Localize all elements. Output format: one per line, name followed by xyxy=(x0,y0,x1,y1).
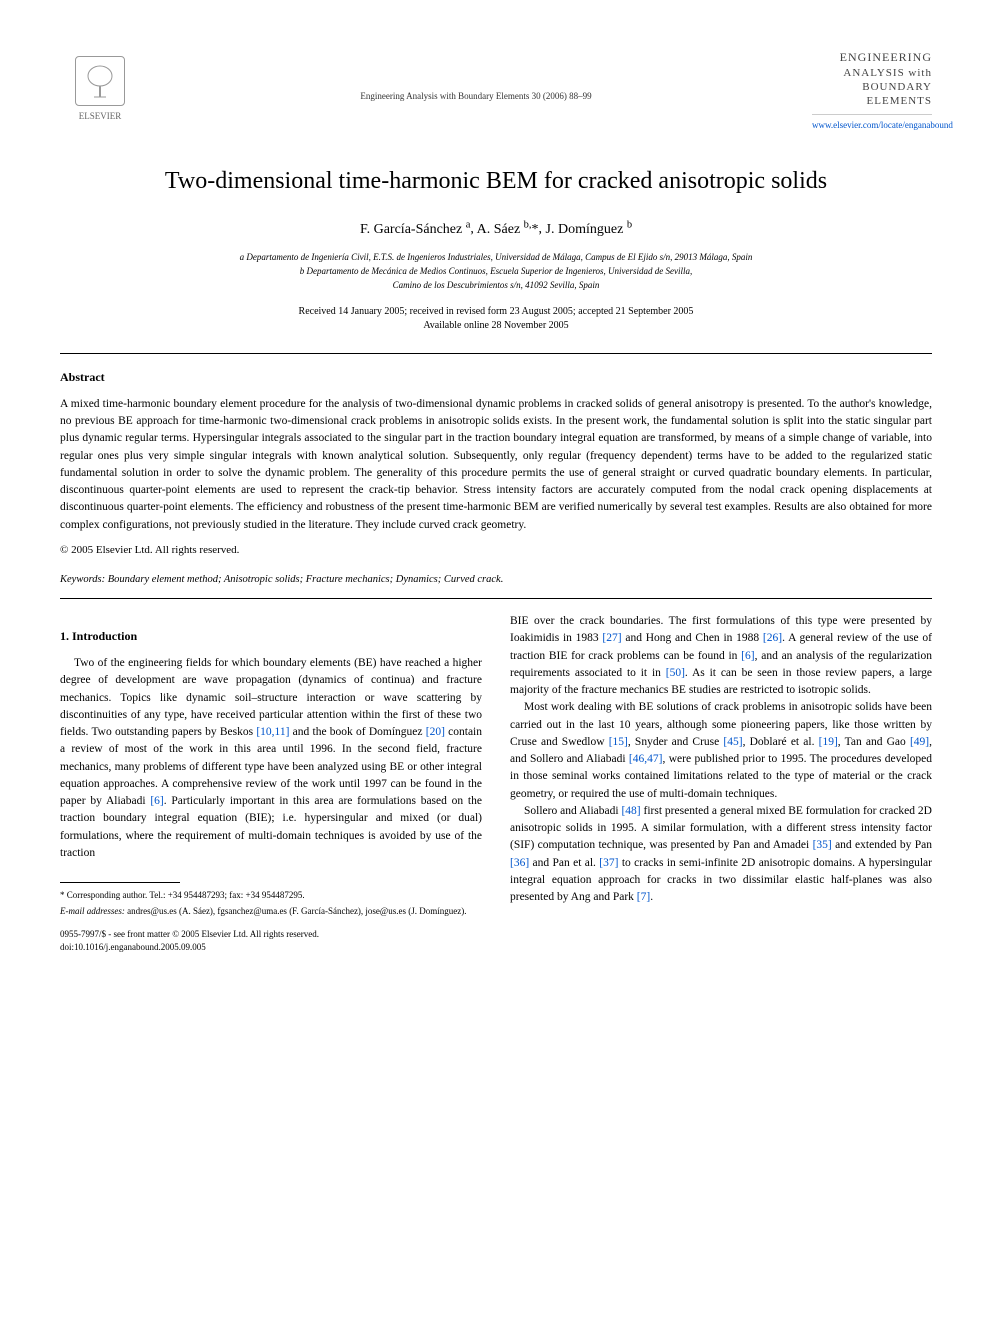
intro-para-2: Most work dealing with BE solutions of c… xyxy=(510,699,932,803)
ref-link-45[interactable]: [45] xyxy=(723,736,742,748)
intro-para-1: Two of the engineering fields for which … xyxy=(60,655,482,862)
affiliation-b-2: Camino de los Descubrimientos s/n, 41092… xyxy=(60,278,932,292)
authors-line: F. García-Sánchez a, A. Sáez b,*, J. Dom… xyxy=(60,217,932,240)
issn-copyright-line: 0955-7997/$ - see front matter © 2005 El… xyxy=(60,928,482,941)
article-dates: Received 14 January 2005; received in re… xyxy=(60,305,932,333)
intro-heading: 1. Introduction xyxy=(60,627,482,645)
elsevier-tree-icon xyxy=(75,56,125,106)
journal-url-link[interactable]: www.elsevier.com/locate/enganabound xyxy=(812,119,932,133)
ref-link-20[interactable]: [20] xyxy=(426,726,445,738)
author-2: A. Sáez b,* xyxy=(477,222,539,237)
intro-para-1-cont: BIE over the crack boundaries. The first… xyxy=(510,613,932,699)
ref-link-36[interactable]: [36] xyxy=(510,857,529,869)
author-1: F. García-Sánchez a xyxy=(360,222,470,237)
body-columns: 1. Introduction Two of the engineering f… xyxy=(60,613,932,953)
affiliations: a Departamento de Ingeniería Civil, E.T.… xyxy=(60,250,932,293)
ref-link-19[interactable]: [19] xyxy=(819,736,838,748)
abstract-text: A mixed time-harmonic boundary element p… xyxy=(60,396,932,534)
corresponding-author-note: * Corresponding author. Tel.: +34 954487… xyxy=(60,889,482,903)
ref-link-27[interactable]: [27] xyxy=(602,632,621,644)
emails-label: E-mail addresses: xyxy=(60,906,125,916)
author-3: J. Domínguez b xyxy=(546,222,633,237)
affiliation-b-1: b Departamento de Mecánica de Medios Con… xyxy=(60,264,932,278)
footer-meta: 0955-7997/$ - see front matter © 2005 El… xyxy=(60,928,482,953)
footnote-separator xyxy=(60,882,180,883)
affiliation-a: a Departamento de Ingeniería Civil, E.T.… xyxy=(60,250,932,264)
ref-link-26[interactable]: [26] xyxy=(763,632,782,644)
ref-link-37[interactable]: [37] xyxy=(599,857,618,869)
ref-link-7[interactable]: [7] xyxy=(637,891,650,903)
divider-top xyxy=(60,353,932,354)
journal-reference: Engineering Analysis with Boundary Eleme… xyxy=(140,50,812,104)
journal-cover-block: ENGINEERING ANALYSIS with BOUNDARY ELEME… xyxy=(812,50,932,133)
column-left: 1. Introduction Two of the engineering f… xyxy=(60,613,482,953)
keywords-label: Keywords: xyxy=(60,574,105,585)
ref-link-15[interactable]: [15] xyxy=(609,736,628,748)
header-row: ELSEVIER Engineering Analysis with Bound… xyxy=(60,50,932,133)
keywords-text: Boundary element method; Anisotropic sol… xyxy=(108,574,504,585)
article-title: Two-dimensional time-harmonic BEM for cr… xyxy=(60,163,932,199)
ref-link-6b[interactable]: [6] xyxy=(741,650,754,662)
online-date: Available online 28 November 2005 xyxy=(60,319,932,333)
doi-line: doi:10.1016/j.enganabound.2005.09.005 xyxy=(60,941,482,954)
abstract-heading: Abstract xyxy=(60,368,932,386)
keywords-line: Keywords: Boundary element method; Aniso… xyxy=(60,572,932,588)
ref-link-48[interactable]: [48] xyxy=(621,805,640,817)
journal-cover-title: ENGINEERING ANALYSIS with BOUNDARY ELEME… xyxy=(812,50,932,115)
ref-link-6a[interactable]: [6] xyxy=(150,795,163,807)
publisher-name: ELSEVIER xyxy=(79,110,122,124)
divider-bottom xyxy=(60,598,932,599)
intro-para-3: Sollero and Aliabadi [48] first presente… xyxy=(510,803,932,907)
ref-link-49[interactable]: [49] xyxy=(910,736,929,748)
footnotes-block: * Corresponding author. Tel.: +34 954487… xyxy=(60,889,482,918)
column-right: BIE over the crack boundaries. The first… xyxy=(510,613,932,953)
received-accepted-dates: Received 14 January 2005; received in re… xyxy=(60,305,932,319)
emails-list: andres@us.es (A. Sáez), fgsanchez@uma.es… xyxy=(127,906,466,916)
publisher-logo: ELSEVIER xyxy=(60,50,140,130)
abstract-copyright: © 2005 Elsevier Ltd. All rights reserved… xyxy=(60,542,932,559)
ref-link-46-47[interactable]: [46,47] xyxy=(629,753,663,765)
email-addresses-note: E-mail addresses: andres@us.es (A. Sáez)… xyxy=(60,905,482,919)
ref-link-50[interactable]: [50] xyxy=(666,667,685,679)
ref-link-10-11[interactable]: [10,11] xyxy=(256,726,289,738)
ref-link-35[interactable]: [35] xyxy=(813,839,832,851)
